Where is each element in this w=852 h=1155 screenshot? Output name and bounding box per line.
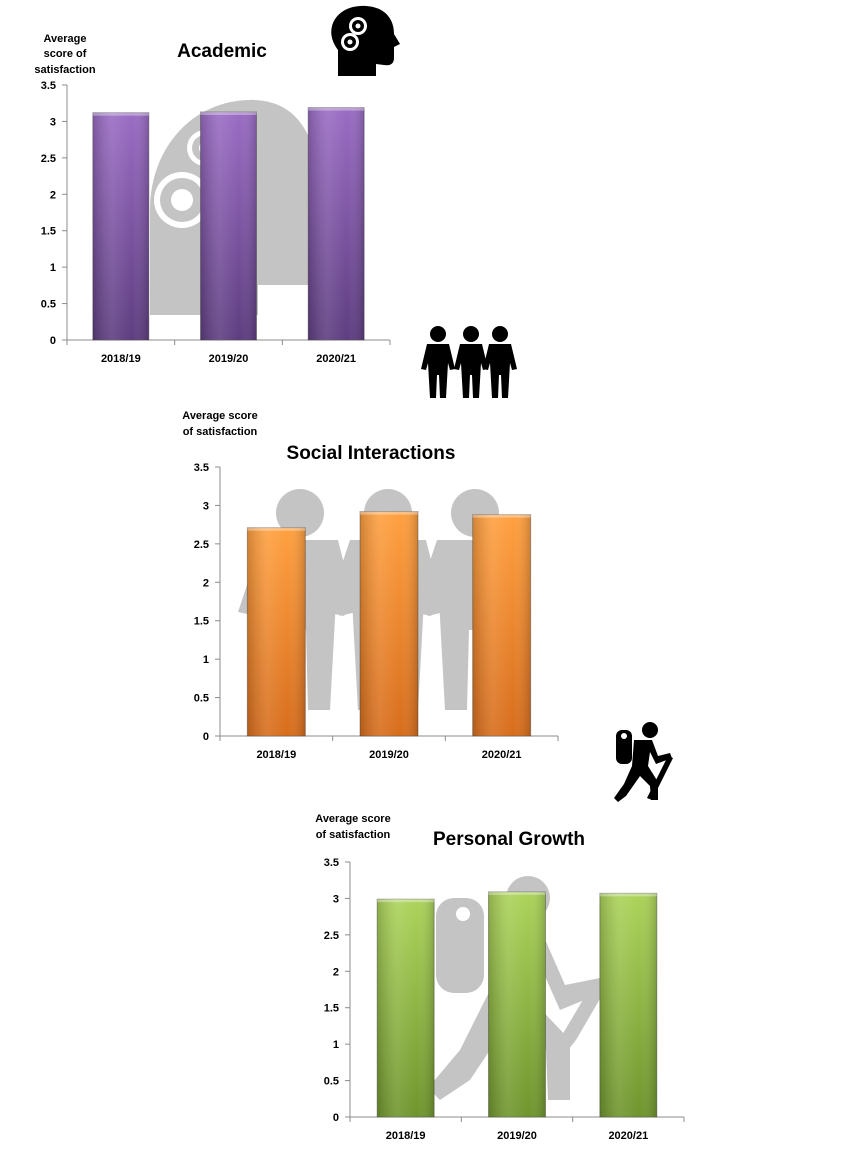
chart-social-category-label: 2019/20	[369, 749, 409, 761]
chart-growth-bar-cap	[488, 891, 546, 895]
chart-social-y-tick-label: 2.5	[194, 539, 209, 551]
chart-academic-y-tick-label: 0.5	[41, 299, 56, 311]
chart-growth-ylabel-line-2: of satisfaction	[316, 829, 391, 841]
chart-academic-bar-cap	[92, 112, 149, 116]
chart-social-category-label: 2018/19	[256, 749, 296, 761]
chart-growth-y-tick-label: 0.5	[324, 1076, 339, 1088]
chart-growth-y-tick-label: 3.5	[324, 857, 339, 869]
chart-academic-category-label: 2018/19	[101, 353, 141, 365]
chart-social-y-tick-label: 1.5	[194, 616, 209, 628]
chart-social-bar-shade	[247, 527, 306, 736]
chart-academic-y-tick-label: 2	[50, 189, 56, 201]
chart-academic-plot: 0 0.5 1 1.5 2 2.5 3 3.5 2018/19 2019/20 2020/21	[41, 80, 391, 365]
three-people-icon	[421, 326, 517, 398]
chart-growth-bar-shade	[599, 893, 657, 1117]
chart-social-y-tick-label: 1	[203, 654, 209, 666]
chart-social-bar-shade	[472, 514, 531, 736]
chart-social-category-label: 2020/21	[482, 749, 522, 761]
chart-academic-bar-shade	[92, 112, 149, 340]
chart-social-y-tick-label: 2	[203, 577, 209, 589]
chart-social-y-tick-label: 0.5	[194, 693, 209, 705]
chart-growth-y-tick-label: 2	[333, 966, 339, 978]
chart-growth-y-tick-label: 0	[333, 1112, 339, 1124]
chart-academic-ylabel-line-1: Average	[43, 33, 86, 45]
chart-growth-bar-cap	[599, 893, 657, 897]
chart-growth-bar-cap	[377, 899, 435, 903]
chart-academic-bar-cap	[200, 111, 257, 115]
chart-social-bar-cap	[472, 514, 531, 518]
chart-academic-category-label: 2020/21	[316, 353, 356, 365]
chart-social: Social Interactions Average score of sat…	[182, 326, 559, 761]
chart-growth-category-label: 2019/20	[497, 1130, 537, 1142]
chart-academic-y-tick-label: 1	[50, 262, 56, 274]
chart-academic-y-tick-label: 0	[50, 335, 56, 347]
chart-academic-bar-cap	[308, 107, 365, 111]
chart-growth-y-tick-label: 2.5	[324, 930, 339, 942]
chart-growth-ylabel-line-1: Average score	[315, 813, 390, 825]
chart-academic-y-tick-label: 3.5	[41, 80, 56, 92]
chart-social-ylabel-line-1: Average score	[182, 410, 257, 422]
chart-social-y-tick-label: 3	[203, 500, 209, 512]
chart-academic-bar-shade	[200, 111, 257, 340]
chart-growth-plot: 0 0.5 1 1.5 2 2.5 3 3.5 2018/19 2019/20 2020/21	[324, 857, 685, 1142]
chart-growth-y-tick-label: 1	[333, 1039, 339, 1051]
chart-academic-y-tick-label: 2.5	[41, 153, 56, 165]
chart-academic-title: Academic	[177, 41, 267, 62]
chart-academic-ylabel-line-2: score of	[44, 48, 87, 60]
chart-growth-bar-shade	[377, 899, 435, 1117]
chart-social-title: Social Interactions	[287, 443, 456, 464]
chart-social-y-tick-label: 3.5	[194, 462, 209, 474]
hiker-icon	[614, 722, 673, 802]
chart-social-bar-cap	[247, 527, 306, 531]
chart-academic: Academic Average score of satisfaction 0…	[34, 5, 400, 365]
chart-social-plot: 0 0.5 1 1.5 2 2.5 3 3.5 2018/19 2019/20 2020/21	[194, 462, 559, 761]
chart-academic-y-tick-label: 3	[50, 116, 56, 128]
chart-academic-ylabel-line-3: satisfaction	[34, 64, 95, 76]
chart-social-bar-cap	[360, 511, 418, 515]
head-gears-icon	[331, 5, 400, 76]
chart-academic-category-label: 2019/20	[209, 353, 249, 365]
chart-social-y-tick-label: 0	[203, 731, 209, 743]
chart-growth: Personal Growth Average score of satisfa…	[315, 722, 685, 1142]
chart-growth-bar-shade	[488, 891, 546, 1117]
chart-growth-y-tick-label: 3	[333, 893, 339, 905]
chart-growth-category-label: 2018/19	[386, 1130, 426, 1142]
chart-social-ylabel-line-2: of satisfaction	[183, 426, 258, 438]
chart-academic-y-tick-label: 1.5	[41, 226, 56, 238]
chart-growth-title: Personal Growth	[433, 829, 585, 850]
chart-growth-y-tick-label: 1.5	[324, 1003, 339, 1015]
chart-social-bar-shade	[360, 511, 418, 736]
chart-academic-bar-shade	[308, 107, 365, 340]
chart-growth-category-label: 2020/21	[608, 1130, 648, 1142]
